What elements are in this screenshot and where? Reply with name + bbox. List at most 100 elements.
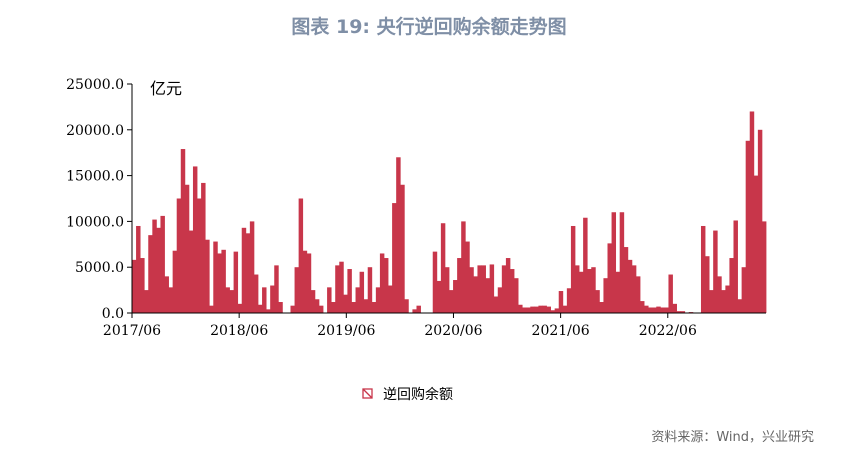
bar xyxy=(745,140,751,313)
x-tick-label: 2018/06 xyxy=(210,323,268,339)
bar xyxy=(489,264,495,313)
bar xyxy=(404,299,409,313)
y-tick-label: 0.0 xyxy=(102,306,124,322)
bar xyxy=(225,287,230,313)
bar xyxy=(493,296,499,313)
bar xyxy=(168,287,174,313)
bar xyxy=(444,267,450,313)
x-tick-label: 2019/06 xyxy=(317,323,375,339)
bar xyxy=(274,265,279,313)
bar xyxy=(522,307,527,313)
bar xyxy=(379,253,385,313)
bar xyxy=(371,302,377,313)
bar xyxy=(453,280,458,313)
bar xyxy=(526,307,531,313)
bar xyxy=(436,280,442,313)
bar xyxy=(217,253,222,313)
bar xyxy=(619,212,625,313)
bar xyxy=(298,198,304,313)
bar xyxy=(554,308,560,313)
bar xyxy=(672,303,677,313)
bar xyxy=(599,302,604,313)
y-tick-label: 20000.0 xyxy=(66,123,124,139)
bar xyxy=(550,310,556,313)
bar xyxy=(144,290,149,313)
bar xyxy=(518,304,523,313)
bar xyxy=(449,290,454,313)
bar xyxy=(184,184,190,313)
bar xyxy=(229,290,234,313)
bar xyxy=(148,235,153,313)
bar xyxy=(164,276,169,313)
x-tick-label: 2017/06 xyxy=(103,323,161,339)
bar xyxy=(270,285,275,313)
bar xyxy=(481,265,486,313)
bar xyxy=(538,305,543,313)
bar xyxy=(607,243,612,313)
bar xyxy=(721,290,726,313)
bar xyxy=(249,221,255,313)
bar xyxy=(497,287,503,313)
bar xyxy=(741,267,747,313)
bar xyxy=(725,285,730,313)
bar xyxy=(363,299,369,313)
bar xyxy=(574,265,580,313)
bar xyxy=(209,305,214,313)
bar xyxy=(579,271,584,313)
legend-swatch-hatch xyxy=(362,388,373,399)
legend: 逆回购余额 xyxy=(362,386,453,403)
bar xyxy=(339,261,344,313)
bar xyxy=(355,287,360,313)
bar xyxy=(359,271,365,313)
x-tick-label: 2022/06 xyxy=(639,323,697,339)
bar xyxy=(660,307,665,313)
bar xyxy=(680,311,686,313)
bar xyxy=(509,269,515,313)
bar xyxy=(546,306,551,313)
bar xyxy=(664,307,669,313)
bar xyxy=(233,251,239,313)
bar xyxy=(469,267,474,313)
bar xyxy=(652,307,657,313)
bar xyxy=(709,290,714,313)
bar xyxy=(700,225,706,313)
bar xyxy=(615,271,621,313)
bar xyxy=(558,291,564,313)
bar xyxy=(221,249,226,313)
bar xyxy=(587,269,592,313)
bar xyxy=(477,265,482,313)
bar xyxy=(213,241,218,313)
bar xyxy=(514,278,519,313)
bar xyxy=(351,302,356,313)
bar xyxy=(156,227,161,313)
legend-label: 逆回购余额 xyxy=(383,386,453,403)
bar xyxy=(180,149,186,313)
bar xyxy=(705,256,710,313)
bar xyxy=(343,294,348,313)
bar xyxy=(570,225,576,313)
bar xyxy=(676,311,682,313)
x-tick-label: 2021/06 xyxy=(532,323,590,339)
bar xyxy=(160,215,165,313)
bar xyxy=(631,265,637,313)
bar xyxy=(331,302,336,313)
bar xyxy=(347,269,352,313)
bar xyxy=(327,287,332,313)
bar xyxy=(603,278,608,313)
y-tick-group: 0.0 5000.0 10000.0 15000.0 20000.0 25000.0 xyxy=(66,77,132,322)
bar xyxy=(534,306,539,313)
bar xyxy=(306,253,312,313)
bar xyxy=(753,175,759,313)
bar xyxy=(729,258,734,313)
y-tick-label: 15000.0 xyxy=(66,169,124,185)
bar xyxy=(432,251,438,313)
bar xyxy=(310,290,316,313)
bar xyxy=(176,198,182,313)
bar xyxy=(375,287,381,313)
bar xyxy=(530,306,535,313)
bar xyxy=(257,304,263,313)
bar xyxy=(136,225,141,313)
bar xyxy=(457,258,462,313)
bar xyxy=(335,265,340,313)
